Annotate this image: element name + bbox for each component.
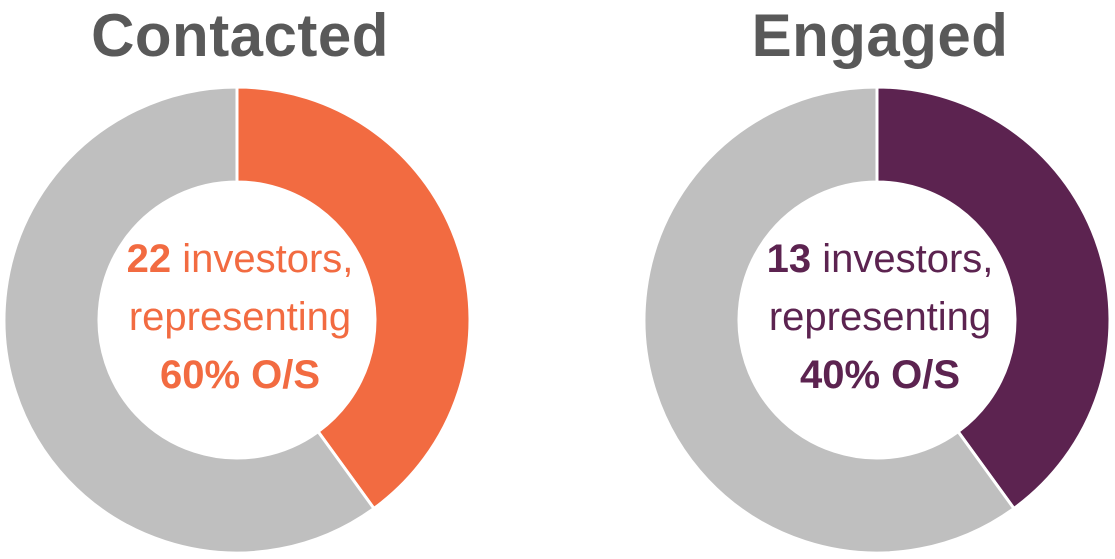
center-label: 22 investors, representing 60% O/S (80, 230, 400, 404)
donut-slice-remainder (2, 85, 377, 555)
donut-chart (642, 85, 1112, 555)
center-line-2: representing (768, 295, 992, 339)
center-line-1: 22 investors, (80, 230, 400, 288)
investor-count-suffix: investors, (811, 237, 994, 281)
donut-chart (2, 85, 472, 555)
chart-title: Contacted (91, 2, 389, 69)
center-line-3: 40% O/S (799, 353, 961, 397)
engaged-chart: Engaged 13 investors, representing 40% O… (640, 0, 1115, 559)
center-line-3: 60% O/S (159, 353, 321, 397)
chart-title: Engaged (751, 2, 1009, 69)
investor-count: 22 (126, 237, 172, 281)
center-line-2: representing (128, 295, 352, 339)
investor-count-suffix: investors, (171, 237, 354, 281)
center-line-1: 13 investors, (720, 230, 1040, 288)
donut-slice-remainder (642, 85, 1017, 555)
contacted-chart: Contacted 22 investors, representing 60%… (0, 0, 480, 559)
donut-slice-os (875, 85, 1112, 511)
center-label: 13 investors, representing 40% O/S (720, 230, 1040, 404)
donut-slice-os (235, 85, 472, 511)
investor-count: 13 (766, 237, 812, 281)
